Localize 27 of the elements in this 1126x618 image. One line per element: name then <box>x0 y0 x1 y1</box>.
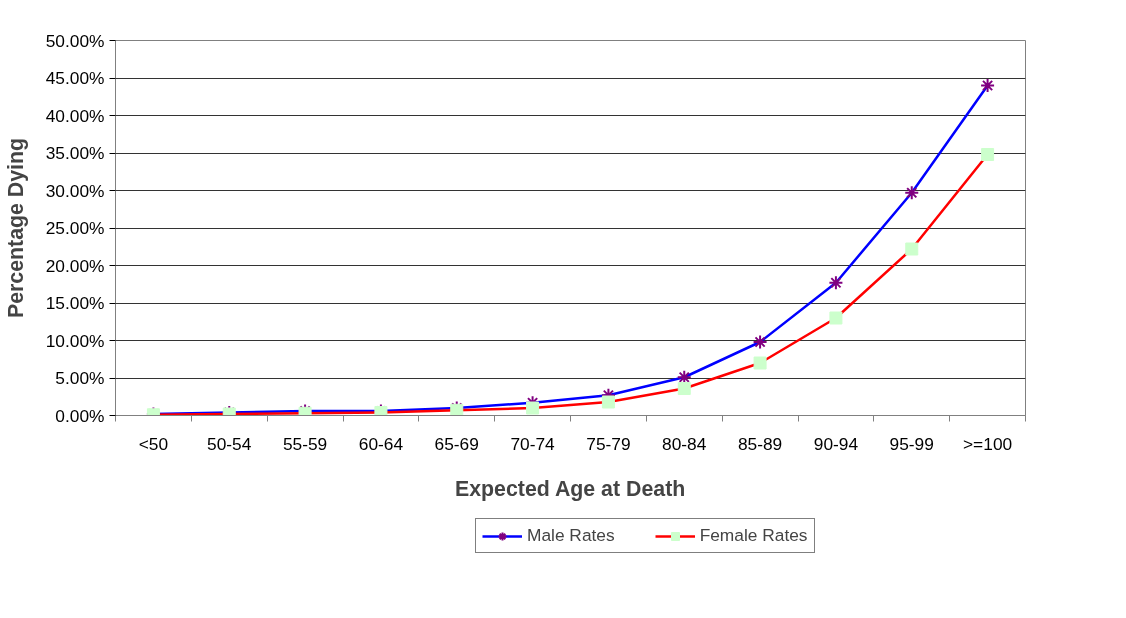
x-tick-label: 80-84 <box>662 433 707 454</box>
y-tick-label: 10.00% <box>45 330 105 351</box>
y-tick-label: 50.00% <box>45 30 105 51</box>
x-tick-label: 85-89 <box>737 433 783 454</box>
y-tick-label: 5.00% <box>55 368 105 388</box>
x-axis-title: Expected Age at Death <box>454 476 686 501</box>
legend-label: Female Rates <box>699 525 808 546</box>
x-tick-label: 70-74 <box>510 433 556 454</box>
x-tick-label: 75-79 <box>586 433 631 454</box>
x-tick-label: 90-94 <box>813 433 859 454</box>
y-tick-label: 45.00% <box>45 68 105 88</box>
x-tick-label: 60-64 <box>358 433 404 454</box>
y-axis-title: Percentage Dying <box>3 137 28 319</box>
legend-label: Male Rates <box>527 525 615 546</box>
x-tick-label: >=100 <box>963 433 1013 454</box>
y-tick-label: 35.00% <box>45 143 105 163</box>
y-tick-label: 20.00% <box>45 255 105 276</box>
x-tick-label: 50-54 <box>207 433 252 454</box>
y-tick-label: 15.00% <box>45 293 105 313</box>
x-tick-label: 65-69 <box>434 433 479 454</box>
x-tick-label: 95-99 <box>889 433 934 454</box>
y-tick-label: 25.00% <box>45 218 105 238</box>
y-tick-label: 40.00% <box>45 105 105 126</box>
x-tick-label: 55-59 <box>282 433 328 454</box>
y-tick-label: 30.00% <box>45 180 105 201</box>
x-tick-label: <50 <box>138 433 169 454</box>
y-tick-label: 0.00% <box>55 405 105 426</box>
